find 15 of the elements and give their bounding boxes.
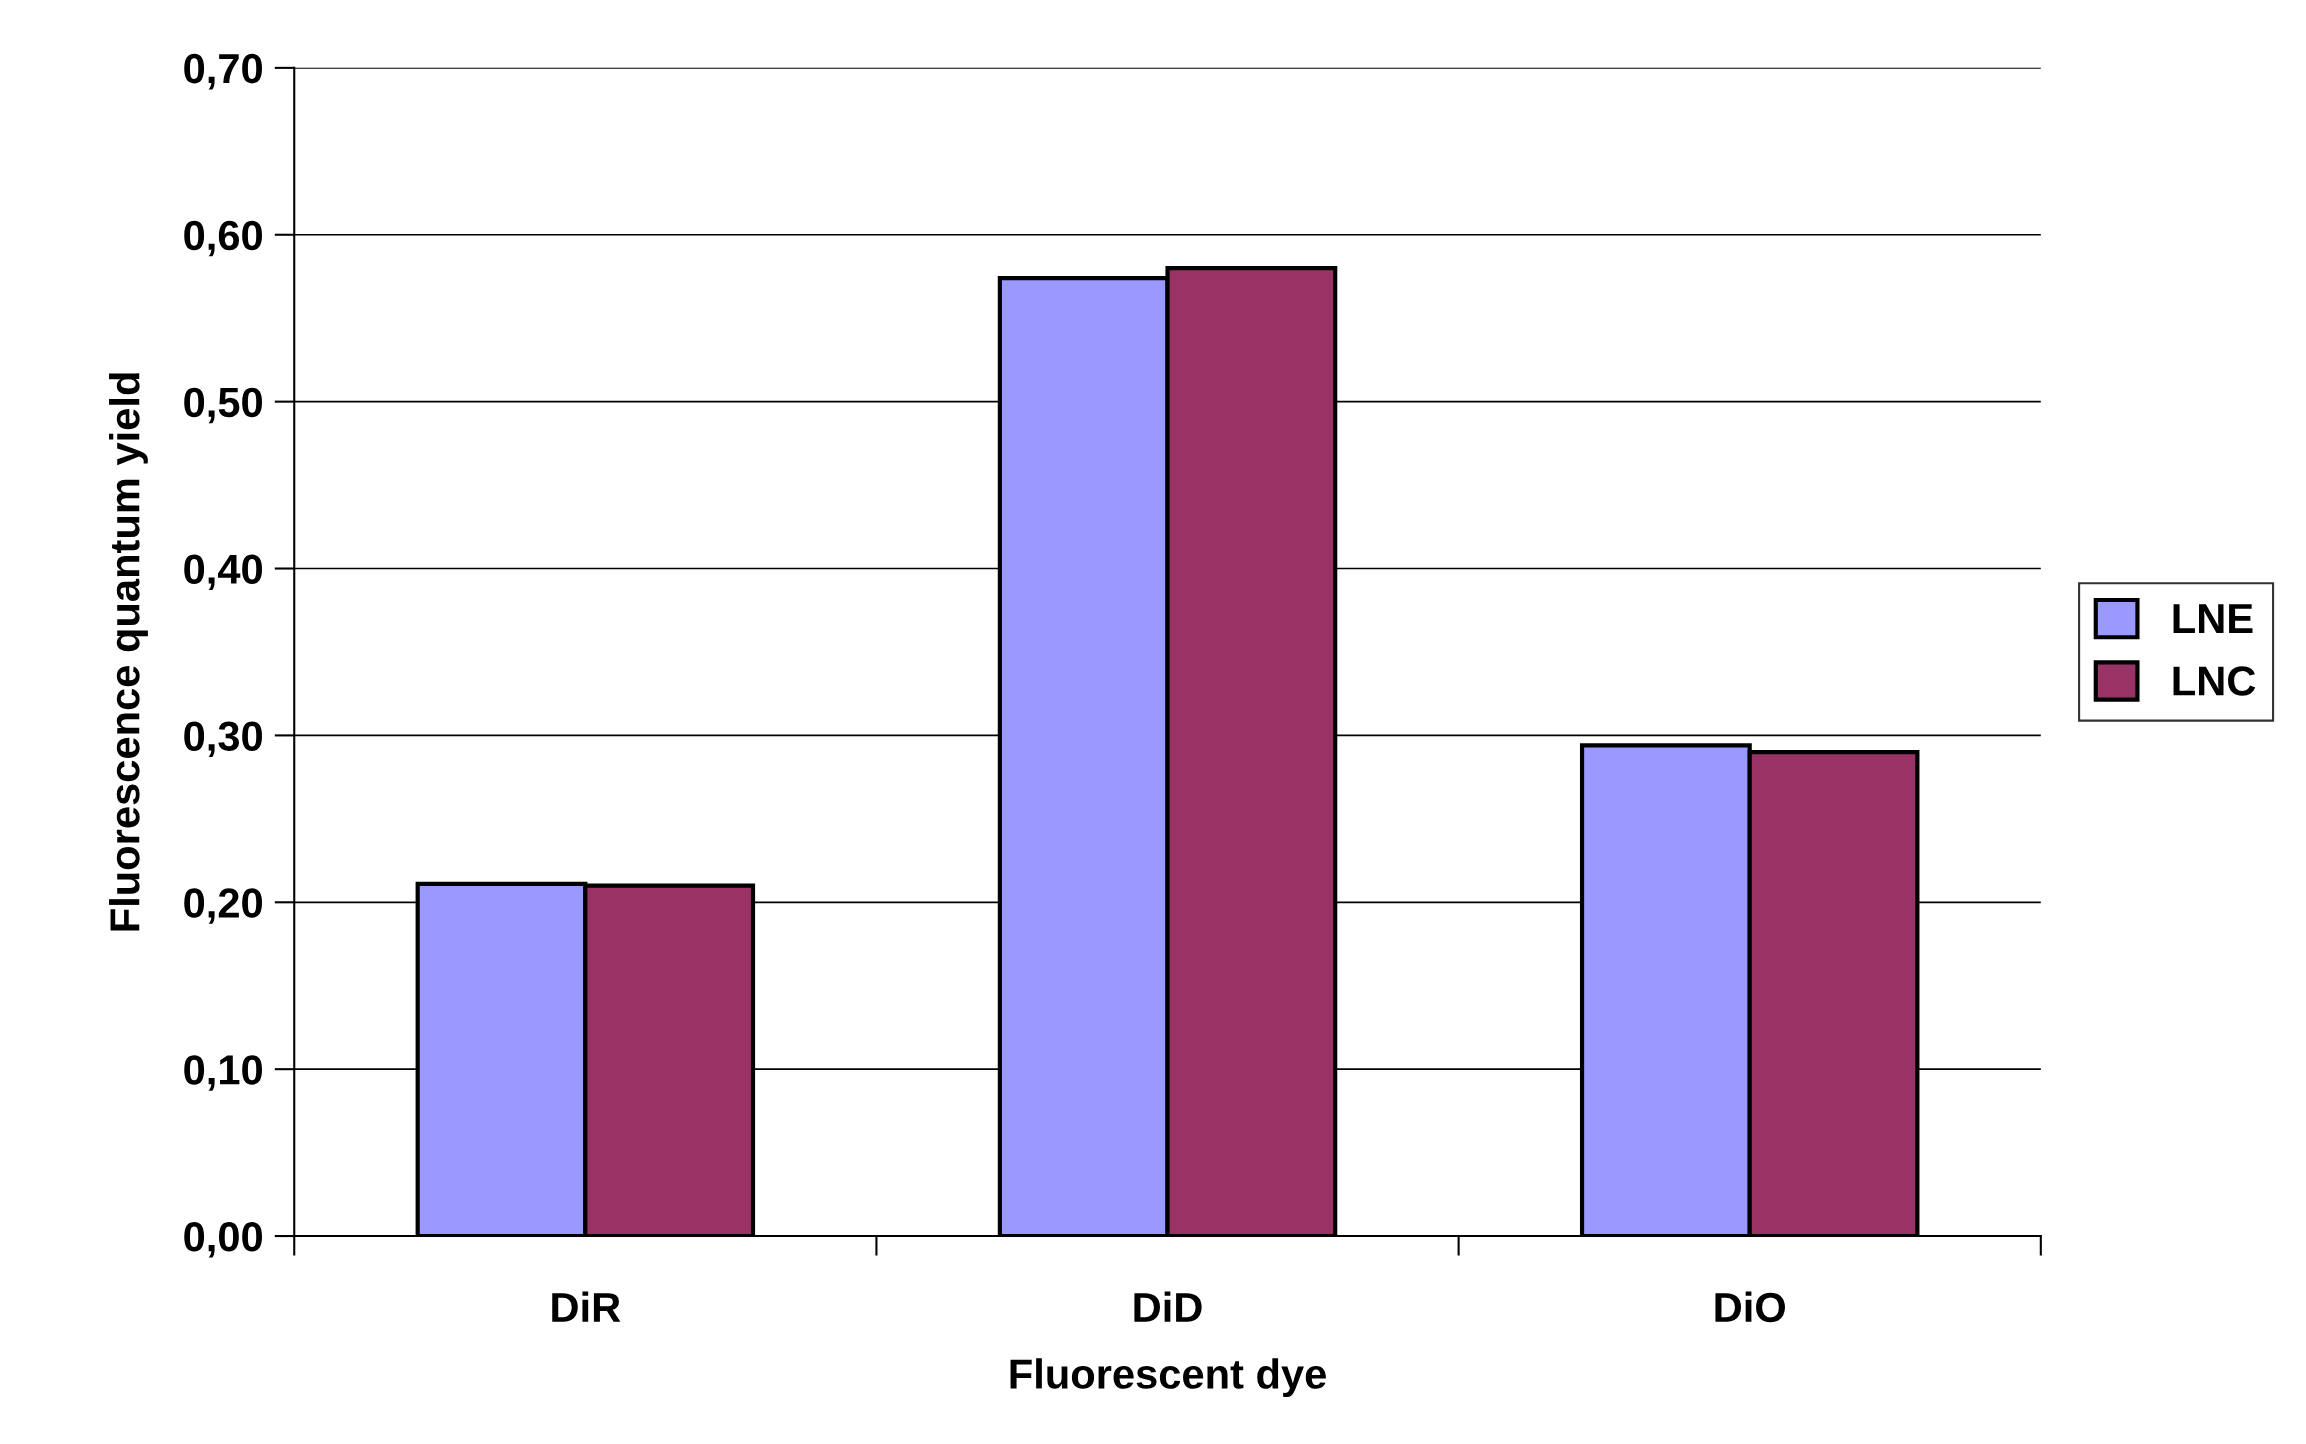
y-tick-label: 0,60 (184, 220, 262, 257)
x-tick-label: DiD (1134, 1291, 1202, 1322)
y-tick-label: 0,00 (184, 1222, 262, 1258)
legend-label: LNE (2173, 604, 2253, 633)
y-tick-label: 0,40 (184, 554, 262, 591)
x-tick-label: DiO (1715, 1291, 1785, 1323)
x-tick-label: DiR (552, 1291, 621, 1322)
y-tick-label: 0,50 (184, 387, 262, 424)
legend-label: LNC (2173, 666, 2256, 696)
y-tick-label: 0,10 (184, 1055, 262, 1091)
y-tick-label: 0,20 (184, 888, 262, 924)
y-tick-label: 0,70 (184, 53, 262, 90)
y-axis-title: Fluorescence quantum yield (109, 373, 148, 931)
y-tick-label: 0,30 (184, 721, 262, 757)
x-axis-title: Fluorescent dye (1010, 1358, 1326, 1398)
